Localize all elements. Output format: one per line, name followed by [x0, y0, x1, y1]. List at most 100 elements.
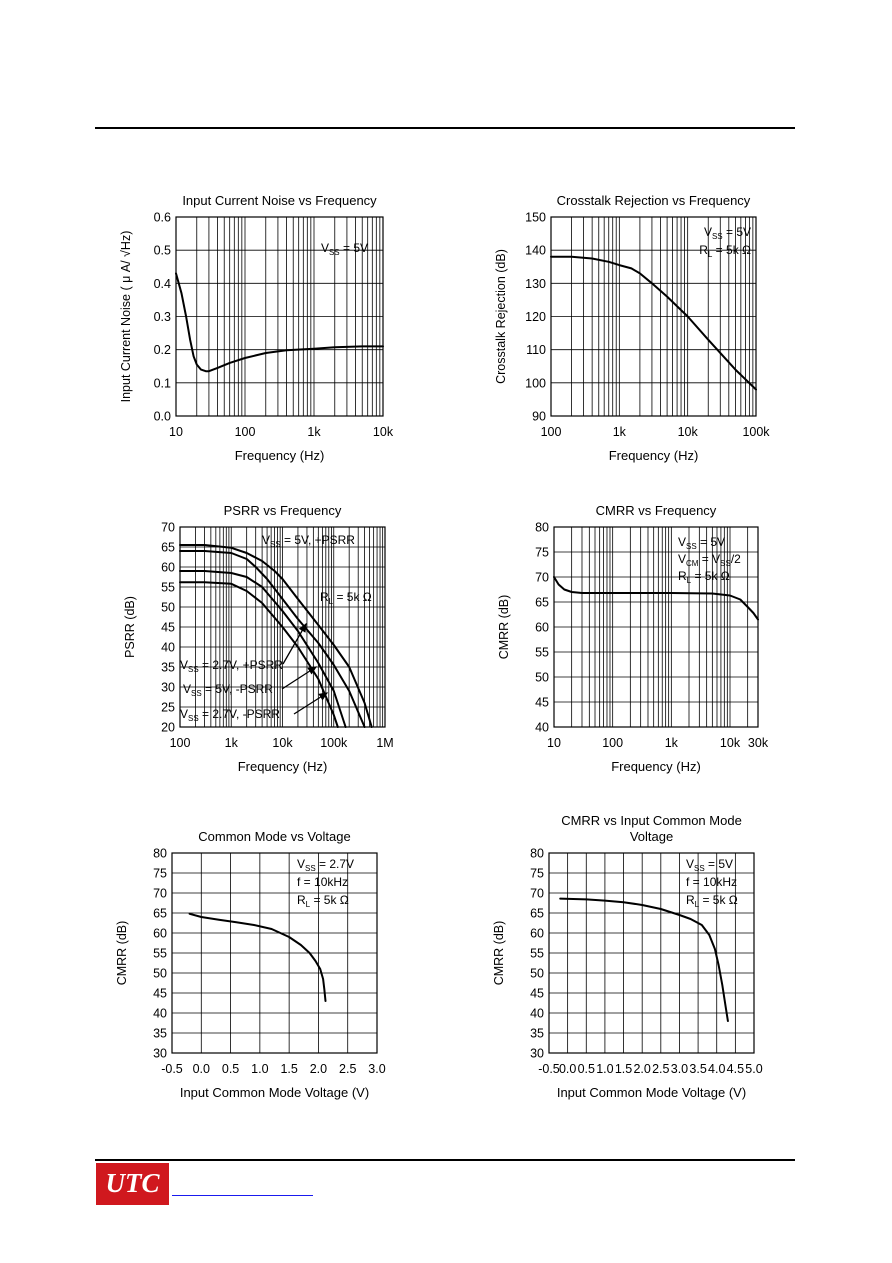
chart-annotation-1: VSS = 5V, +PSRR: [262, 533, 355, 549]
annotation-rest: = 5V, +PSRR: [281, 533, 356, 547]
annotation-subscript: SS: [188, 714, 199, 723]
annotation-subscript: SS: [329, 248, 340, 257]
annotation-arrow: [282, 622, 307, 665]
y-tick-label: 65: [535, 596, 549, 610]
chart-annotation-2: f = 10kHz: [686, 875, 737, 889]
annotation-main: V: [262, 533, 270, 547]
annotation-main: V: [180, 707, 188, 721]
x-tick-label: 4.5: [727, 1062, 744, 1076]
y-tick-label: 30: [153, 1047, 167, 1061]
x-tick-label: 100: [602, 736, 623, 750]
x-tick-label: 2.5: [652, 1062, 669, 1076]
annotation-main: R: [678, 569, 687, 583]
annotation-main: V: [183, 682, 191, 696]
y-tick-label: 0.5: [154, 244, 171, 258]
x-tick-label: 10k: [720, 736, 741, 750]
plot-frame: [175, 216, 384, 417]
y-tick-label: 55: [153, 947, 167, 961]
annotation-main: R: [686, 893, 695, 907]
y-tick-label: 65: [161, 541, 175, 555]
annotation-subscript: SS: [270, 540, 281, 549]
x-tick-label: 0.5: [222, 1062, 239, 1076]
y-tick-label: 60: [161, 561, 175, 575]
x-tick-label: 100k: [320, 736, 348, 750]
chart-annotation-5: VSS = 2.7V, -PSRR: [180, 707, 280, 723]
y-tick-label: 60: [530, 927, 544, 941]
annotation-main: f: [686, 875, 690, 889]
annotation-rest: = 5k Ω: [333, 590, 372, 604]
y-tick-label: 60: [153, 927, 167, 941]
y-tick-label: 55: [535, 646, 549, 660]
y-tick-label: 75: [530, 867, 544, 881]
y-tick-label: 100: [525, 376, 546, 390]
y-tick-label: 25: [161, 701, 175, 715]
chart-title: Common Mode vs Voltage: [198, 829, 350, 844]
chart-title: PSRR vs Frequency: [224, 503, 342, 518]
x-tick-label: 1k: [225, 736, 239, 750]
x-tick-label: 100: [170, 736, 191, 750]
annotation-rest: = 2.7V: [316, 857, 354, 871]
y-tick-label: 0.2: [154, 343, 171, 357]
y-tick-label: 70: [530, 887, 544, 901]
annotation-subscript: SS: [191, 689, 202, 698]
plot-frame: [550, 216, 757, 417]
y-tick-label: 0.4: [154, 277, 171, 291]
y-tick-label: 90: [532, 410, 546, 424]
x-axis-label: Frequency (Hz): [238, 759, 328, 774]
annotation-rest: /2: [731, 552, 741, 566]
footer-link-line: [172, 1195, 313, 1196]
annotation-rest: = 2.7V, -PSRR: [199, 707, 281, 721]
annotation-main: V: [180, 658, 188, 672]
footer-rule: [95, 1159, 795, 1161]
series-line-3: [179, 570, 347, 728]
chart-annotation-3: RL = 5k Ω: [686, 893, 738, 909]
x-axis-label: Frequency (Hz): [235, 448, 325, 463]
y-tick-label: 65: [530, 907, 544, 921]
annotation-main: R: [699, 243, 708, 257]
logo-text: UTC: [105, 1168, 160, 1198]
y-tick-label: 70: [535, 571, 549, 585]
chart-title: Input Current Noise vs Frequency: [182, 193, 377, 208]
x-tick-label: 4.0: [708, 1062, 725, 1076]
y-tick-label: 80: [153, 847, 167, 861]
annotation-main: V: [704, 225, 712, 239]
x-tick-label: 1k: [307, 425, 321, 439]
annotation-subscript: L: [329, 597, 334, 606]
y-tick-label: 30: [530, 1047, 544, 1061]
annotation-rest: = 10kHz: [300, 875, 348, 889]
y-tick-label: 65: [153, 907, 167, 921]
plot-frame: [548, 852, 755, 1054]
y-tick-label: 40: [153, 1007, 167, 1021]
annotation-rest: = 10kHz: [689, 875, 737, 889]
annotation-rest: = 5k Ω: [699, 893, 738, 907]
annotation-rest: = 5V: [723, 225, 751, 239]
y-tick-label: 50: [153, 967, 167, 981]
x-tick-label: 30k: [748, 736, 769, 750]
annotation-subscript: SS: [694, 864, 705, 873]
x-tick-label: 100: [235, 425, 256, 439]
x-axis-label: Frequency (Hz): [609, 448, 699, 463]
annotation-subscript: CM: [686, 559, 699, 568]
series-line-1: [553, 576, 759, 621]
y-tick-label: 70: [161, 521, 175, 535]
plot-frame: [179, 526, 386, 728]
chart-title-line: CMRR vs Input Common Mode: [561, 813, 742, 828]
y-axis-label: Crosstalk Rejection (dB): [494, 249, 508, 384]
x-tick-label: 3.0: [368, 1062, 385, 1076]
chart-annotation-2: f = 10kHz: [297, 875, 348, 889]
annotation-subscript: L: [306, 900, 311, 909]
y-tick-label: 20: [161, 721, 175, 735]
y-tick-label: 55: [530, 947, 544, 961]
y-tick-label: 50: [161, 601, 175, 615]
chart-annotation-1: VSS = 5V: [686, 857, 733, 873]
y-tick-label: 35: [530, 1027, 544, 1041]
annotation-main: V: [686, 857, 694, 871]
annotation-subscript: SS: [188, 665, 199, 674]
y-tick-label: 0.1: [154, 376, 171, 390]
x-tick-label: 2.0: [310, 1062, 327, 1076]
y-tick-label: 70: [153, 887, 167, 901]
x-tick-label: 10: [169, 425, 183, 439]
annotation-arrow: [281, 666, 318, 690]
